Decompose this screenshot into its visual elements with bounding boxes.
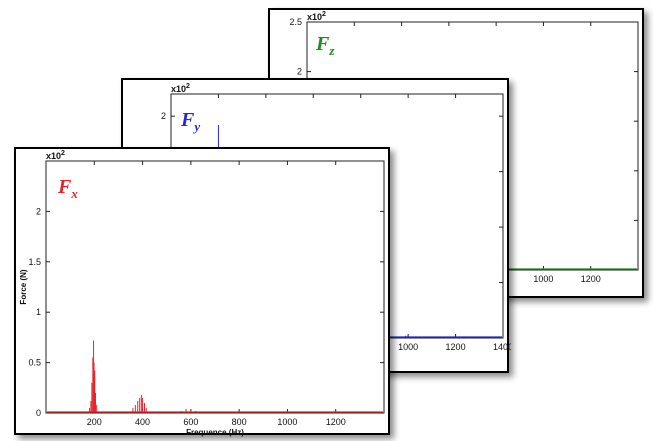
- y-tick-label: 2: [161, 111, 166, 121]
- scale-multiplier: x102: [307, 11, 326, 22]
- scale-multiplier: x102: [46, 150, 65, 161]
- multiplier-base: x10: [307, 12, 322, 22]
- chart-title: Fy: [180, 109, 200, 134]
- x-tick-label: 600: [183, 417, 198, 427]
- x-tick-label: 1200: [446, 342, 466, 352]
- scale-multiplier: x102: [171, 83, 190, 94]
- plot-frame: [45, 160, 385, 414]
- y-tick-label: 2: [297, 67, 302, 77]
- chart-title-subscript: y: [192, 119, 200, 134]
- chart-title-subscript: z: [328, 43, 335, 58]
- chart-title-main: F: [315, 33, 330, 55]
- y-tick-label: 0: [36, 408, 41, 418]
- chart-card-fx: 0 0.5 1 1.5 2 200 400 600 800 1000 1200 Frequence (…: [14, 147, 390, 437]
- chart-title-main: F: [180, 109, 195, 131]
- y-tick-label: 2.5: [289, 17, 302, 27]
- x-tick-label: 800: [232, 417, 247, 427]
- chart-title: Fz: [315, 33, 335, 58]
- multiplier-base: x10: [46, 151, 61, 161]
- chart-title-subscript: x: [70, 186, 78, 201]
- chart-title-main: F: [57, 176, 72, 198]
- multiplier-base: x10: [171, 84, 186, 94]
- y-tick-label: 1.5: [28, 257, 41, 267]
- multiplier-exponent: 2: [186, 83, 190, 90]
- x-tick-label: 1200: [581, 274, 601, 284]
- x-tick-label: 1000: [533, 274, 553, 284]
- y-tick-label: 1: [36, 307, 41, 317]
- x-tick-label: 400: [135, 417, 150, 427]
- chart-title: Fx: [57, 176, 78, 201]
- y-tick-label: 2: [36, 206, 41, 216]
- y-axis-label: Force (N): [19, 269, 28, 304]
- x-tick-label: 1000: [398, 342, 418, 352]
- x-axis-label: Frequence (Hz): [186, 428, 244, 437]
- multiplier-exponent: 2: [322, 11, 326, 18]
- chart-svg-x: 0 0.5 1 1.5 2 200 400 600 800 1000 1200 Frequence (…: [19, 150, 385, 437]
- x-tick-label: 200: [87, 417, 102, 427]
- y-tick-label: 0.5: [28, 358, 41, 368]
- x-tick-label: 1000: [277, 417, 297, 427]
- x-tick-label: 1400: [493, 342, 511, 352]
- x-tick-label: 1200: [326, 417, 346, 427]
- multiplier-exponent: 2: [61, 150, 65, 157]
